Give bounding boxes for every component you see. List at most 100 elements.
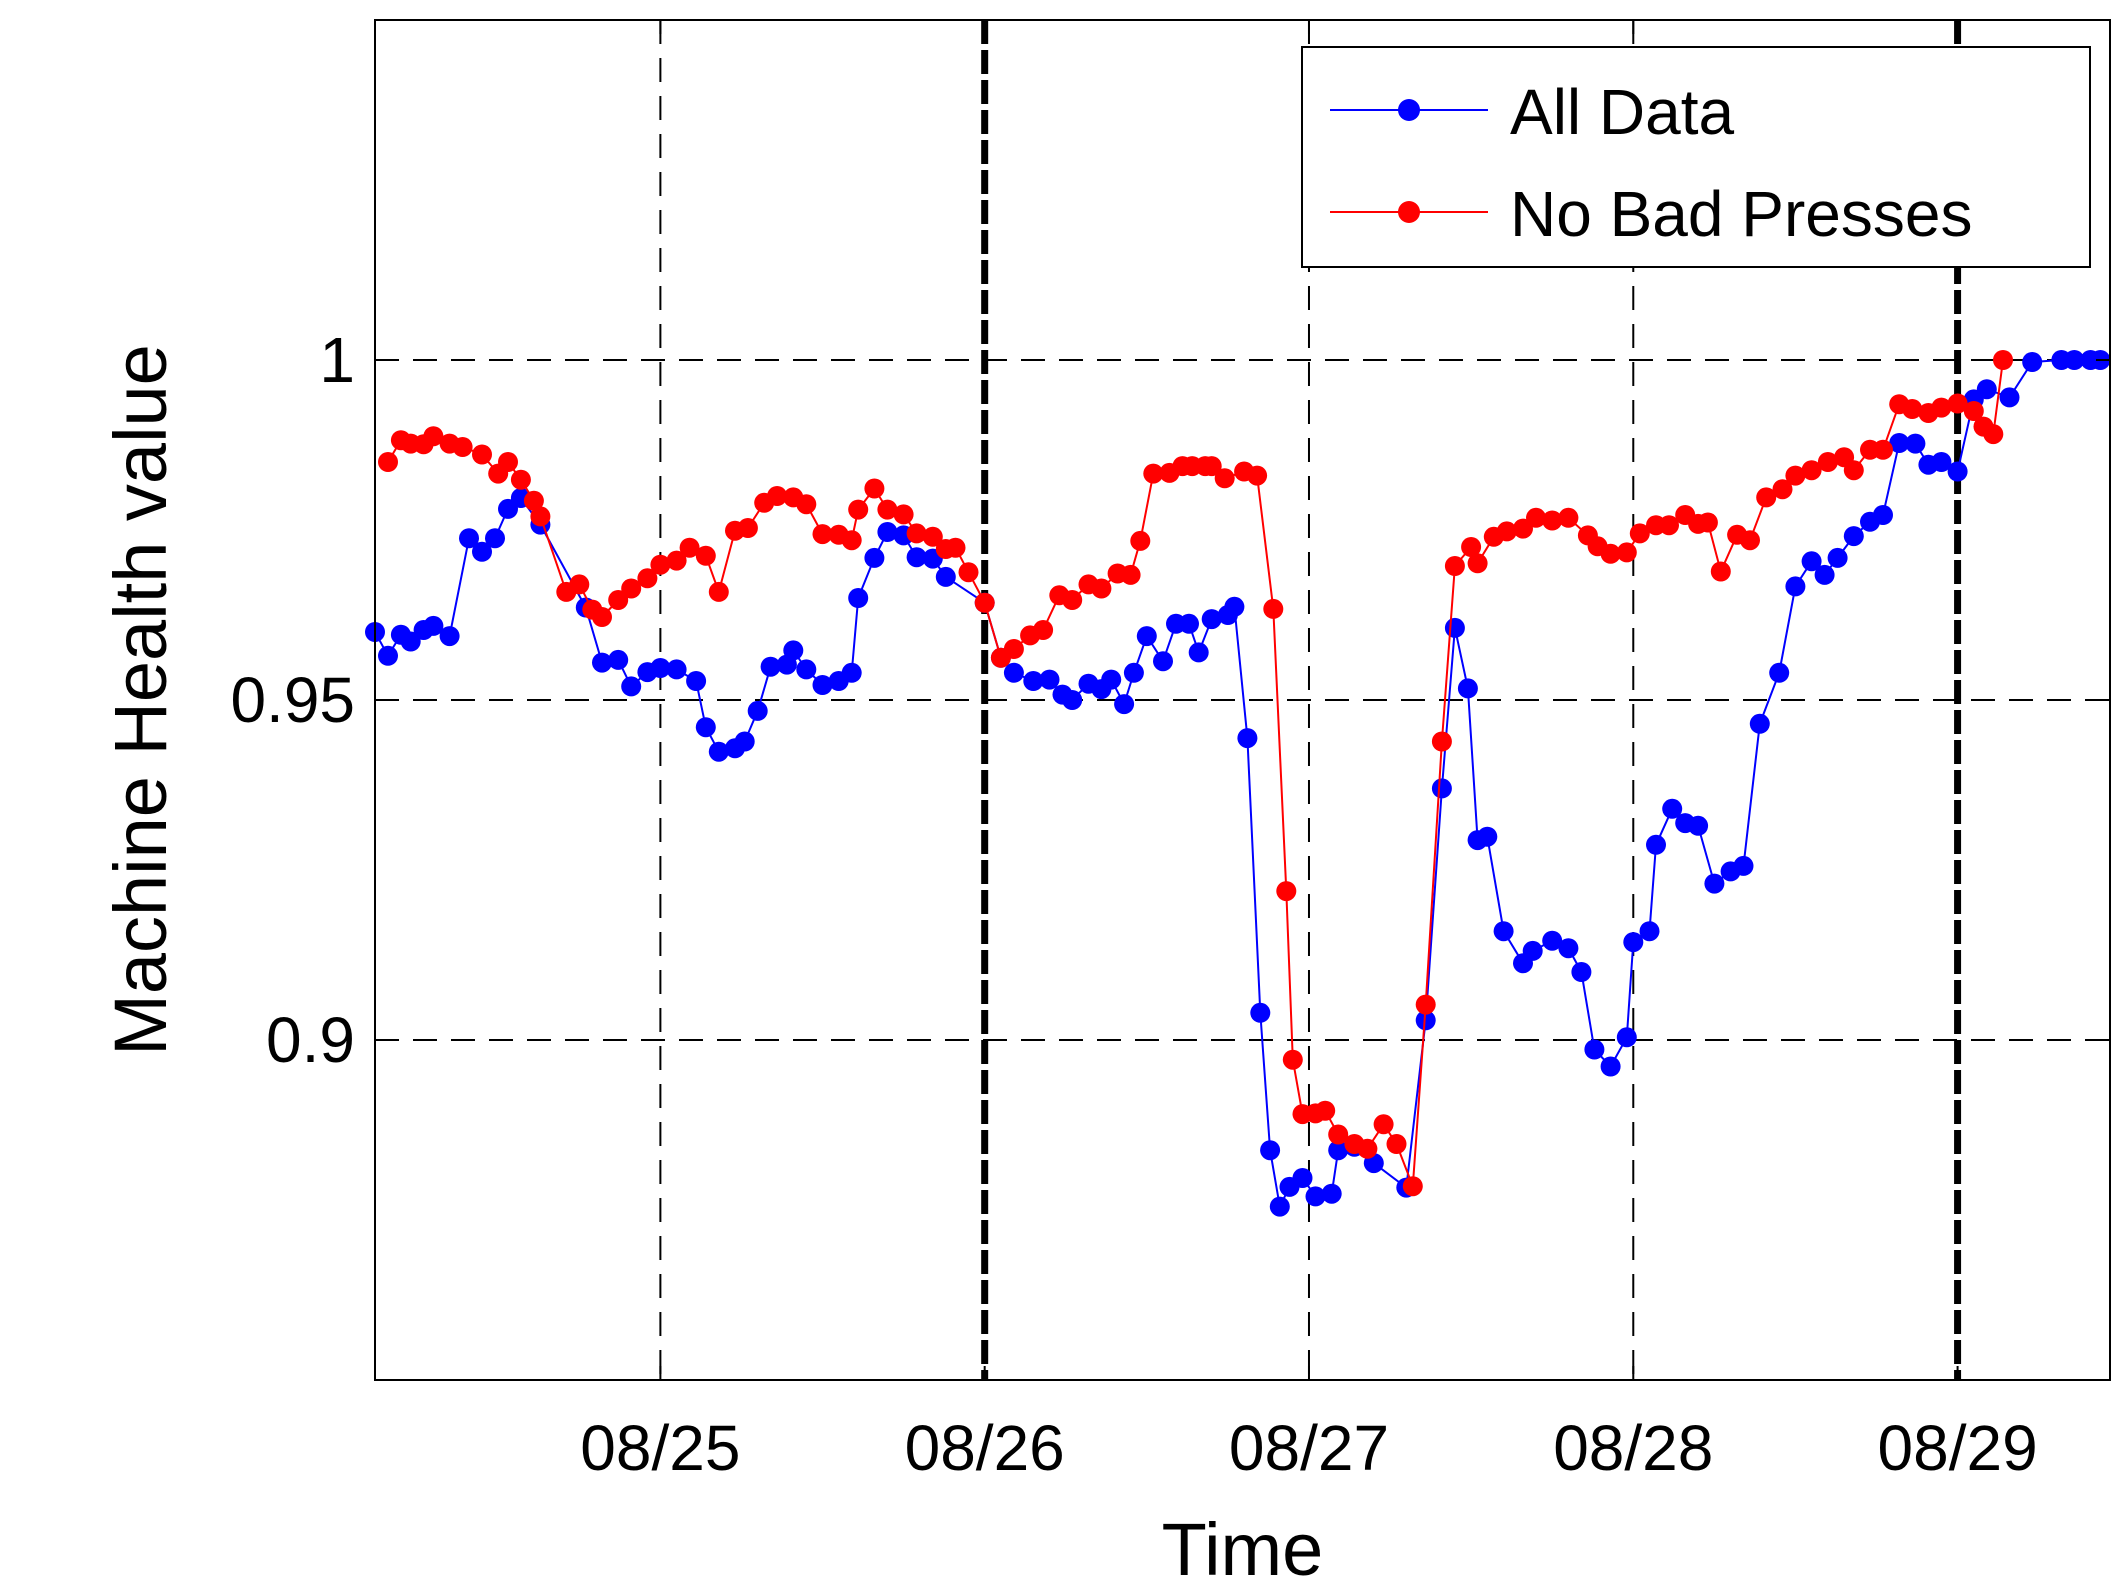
data-point	[1269, 1196, 1290, 1217]
data-point	[621, 676, 642, 697]
data-point	[1976, 379, 1997, 400]
data-point	[1201, 456, 1222, 477]
axis-ticks: 08/25 08/26 08/27 08/28 08/29 0.9 0.95 1	[230, 20, 2110, 1484]
data-point	[1733, 855, 1754, 876]
data-point	[423, 426, 444, 447]
data-point	[637, 568, 658, 589]
data-point	[747, 700, 768, 721]
data-point	[1756, 487, 1777, 508]
data-point	[1931, 452, 1952, 472]
data-point	[621, 578, 642, 599]
data-point	[1039, 669, 1060, 690]
data-point	[841, 530, 862, 551]
data-point	[1328, 1140, 1349, 1161]
data-point	[695, 717, 716, 738]
data-point	[1522, 940, 1543, 961]
data-point	[1130, 530, 1151, 551]
data-point	[1999, 387, 2020, 408]
data-point	[1357, 1138, 1378, 1159]
data-point	[1873, 505, 1893, 525]
data-point	[1889, 433, 1910, 453]
data-point	[1315, 1100, 1336, 1121]
data-point	[1321, 1183, 1342, 1204]
data-point	[945, 537, 966, 558]
data-point	[650, 554, 671, 575]
data-point	[1179, 613, 1199, 634]
data-point	[708, 741, 729, 762]
data-point	[1704, 873, 1725, 894]
data-point	[1749, 713, 1770, 734]
legend-label-all-data: All Data	[1510, 76, 1735, 148]
data-point	[812, 524, 833, 545]
x-tick-label: 08/27	[1229, 1412, 1389, 1484]
data-point	[1947, 393, 1968, 414]
data-point	[1983, 424, 2004, 445]
data-point	[1477, 826, 1498, 847]
x-tick-label: 08/28	[1553, 1412, 1713, 1484]
data-point	[1143, 463, 1164, 484]
data-point	[1415, 994, 1436, 1015]
x-tick-label: 08/29	[1878, 1412, 2038, 1484]
data-point	[1201, 609, 1222, 630]
data-point	[708, 581, 729, 602]
data-point	[608, 649, 629, 670]
data-point	[1902, 399, 1923, 419]
data-point	[1467, 553, 1488, 574]
data-point	[666, 550, 687, 571]
data-point	[1003, 639, 1024, 659]
data-point	[1827, 547, 1848, 568]
data-point	[1457, 678, 1478, 699]
data-point	[1769, 662, 1790, 683]
data-point	[1402, 1176, 1423, 1197]
legend-label-no-bad-presses: No Bad Presses	[1510, 178, 1972, 250]
data-point	[1629, 523, 1650, 544]
legend-box	[1301, 46, 2091, 268]
data-point	[841, 662, 862, 683]
data-point	[459, 528, 479, 549]
data-point	[877, 522, 898, 542]
data-point	[452, 437, 473, 457]
data-point	[400, 631, 421, 652]
data-point	[1282, 1049, 1303, 1070]
data-point	[1386, 1134, 1407, 1154]
y-tick-label: 0.9	[266, 1004, 355, 1076]
data-point	[1237, 728, 1258, 749]
data-point	[974, 592, 995, 613]
data-point	[935, 566, 956, 587]
series-no-bad-presses	[378, 350, 2013, 1197]
data-point	[510, 469, 531, 490]
data-point	[1292, 1168, 1313, 1188]
data-point	[737, 518, 758, 538]
x-tick-label: 08/26	[905, 1412, 1065, 1484]
data-point	[1600, 1056, 1621, 1077]
x-axis-title: Time	[1162, 1508, 1324, 1589]
data-point	[686, 671, 707, 691]
data-point	[1415, 1010, 1436, 1031]
data-point	[1931, 397, 1952, 418]
data-point	[1801, 551, 1822, 572]
data-point	[569, 574, 590, 595]
data-point	[1328, 1124, 1349, 1145]
legend-marker-no-bad-presses	[1398, 201, 1420, 223]
data-point	[378, 452, 398, 472]
data-point	[864, 478, 885, 499]
data-point	[1623, 932, 1644, 953]
data-point	[1114, 694, 1135, 715]
data-point	[796, 659, 817, 680]
data-point	[1250, 1002, 1271, 1023]
data-point	[650, 658, 671, 678]
data-point	[1616, 542, 1637, 563]
legend-marker-all-data	[1398, 99, 1420, 121]
data-point	[2064, 350, 2085, 370]
data-point	[1263, 598, 1284, 619]
data-point	[608, 590, 629, 610]
data-point	[1697, 512, 1718, 533]
data-point	[1843, 526, 1864, 547]
data-point	[1373, 1114, 1394, 1135]
data-point	[906, 547, 927, 568]
data-point	[1662, 798, 1683, 819]
data-point	[1003, 662, 1024, 683]
data-point	[958, 562, 979, 583]
data-point	[864, 547, 885, 568]
data-point	[1785, 465, 1806, 486]
